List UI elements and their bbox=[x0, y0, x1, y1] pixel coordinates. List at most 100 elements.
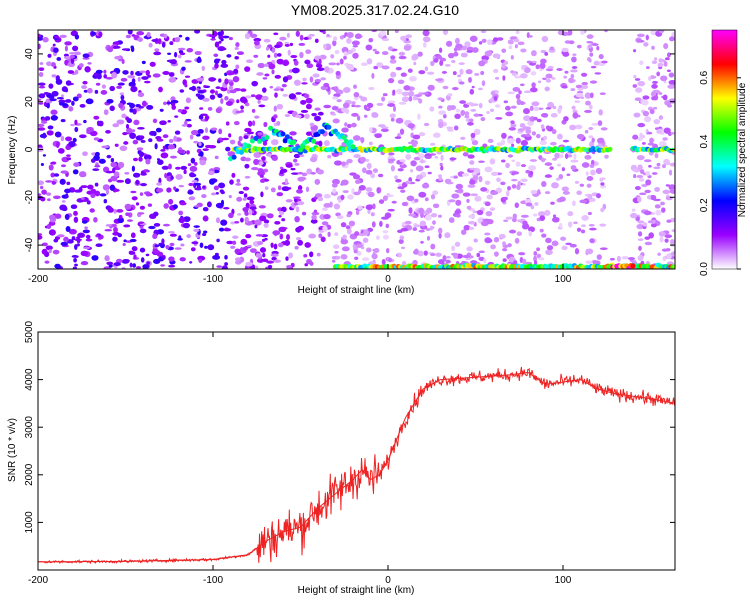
heatmap-x-tick-label: -100 bbox=[203, 274, 223, 285]
noise-speckle bbox=[244, 127, 252, 133]
noise-speckle bbox=[511, 184, 517, 189]
noise-speckle bbox=[170, 99, 179, 104]
noise-speckle bbox=[355, 209, 360, 216]
diagonal-trace-mark bbox=[326, 124, 332, 130]
noise-speckle bbox=[101, 145, 110, 149]
noise-speckle bbox=[657, 62, 664, 68]
noise-speckle bbox=[179, 89, 185, 93]
noise-speckle bbox=[199, 107, 204, 110]
noise-speckle bbox=[579, 199, 588, 204]
noise-speckle bbox=[70, 123, 75, 127]
noise-speckle bbox=[218, 78, 222, 83]
noise-speckle bbox=[538, 80, 542, 84]
noise-speckle bbox=[220, 63, 229, 68]
noise-speckle bbox=[370, 172, 376, 179]
noise-speckle bbox=[660, 201, 665, 206]
noise-speckle bbox=[83, 246, 91, 250]
noise-speckle bbox=[97, 120, 104, 127]
noise-speckle bbox=[50, 109, 58, 115]
noise-speckle bbox=[301, 211, 307, 216]
noise-speckle bbox=[353, 84, 357, 89]
noise-speckle bbox=[487, 138, 494, 143]
noise-speckle bbox=[650, 223, 657, 228]
noise-speckle bbox=[476, 252, 481, 258]
noise-speckle bbox=[387, 77, 395, 84]
noise-speckle bbox=[190, 157, 196, 164]
noise-speckle bbox=[544, 51, 549, 56]
noise-speckle bbox=[537, 107, 544, 111]
noise-speckle bbox=[295, 114, 302, 119]
noise-speckle bbox=[332, 39, 337, 47]
noise-speckle bbox=[138, 221, 144, 225]
noise-speckle bbox=[371, 72, 375, 79]
noise-speckle bbox=[221, 265, 228, 269]
noise-speckle bbox=[117, 161, 125, 169]
noise-speckle bbox=[438, 121, 444, 129]
noise-speckle bbox=[72, 266, 78, 269]
noise-speckle bbox=[282, 93, 288, 97]
noise-speckle bbox=[261, 156, 266, 161]
noise-speckle bbox=[42, 154, 47, 157]
noise-speckle bbox=[533, 106, 540, 112]
noise-speckle bbox=[445, 181, 454, 185]
noise-speckle bbox=[382, 195, 388, 202]
noise-speckle bbox=[224, 96, 229, 101]
noise-speckle bbox=[257, 241, 264, 245]
noise-speckle bbox=[369, 127, 373, 133]
noise-speckle bbox=[74, 263, 78, 267]
noise-speckle bbox=[266, 260, 274, 264]
carrier-trace-mark bbox=[607, 146, 613, 152]
noise-speckle bbox=[656, 129, 662, 134]
noise-speckle bbox=[432, 220, 436, 225]
noise-speckle bbox=[38, 180, 45, 186]
noise-speckle bbox=[142, 264, 150, 269]
noise-speckle bbox=[229, 81, 234, 87]
noise-speckle bbox=[294, 162, 300, 166]
noise-speckle bbox=[570, 73, 575, 79]
noise-speckle bbox=[253, 54, 259, 58]
heatmap-x-tick-label: 0 bbox=[385, 274, 391, 285]
noise-speckle bbox=[82, 80, 88, 85]
noise-speckle bbox=[360, 62, 368, 67]
noise-speckle bbox=[503, 219, 509, 222]
noise-speckle bbox=[466, 102, 475, 106]
noise-speckle bbox=[201, 65, 205, 72]
noise-speckle bbox=[122, 131, 128, 136]
noise-speckle bbox=[580, 72, 588, 77]
noise-speckle bbox=[544, 191, 551, 195]
noise-speckle bbox=[377, 173, 384, 178]
noise-speckle bbox=[332, 178, 340, 185]
noise-speckle bbox=[236, 178, 241, 183]
noise-speckle bbox=[403, 85, 411, 91]
noise-speckle bbox=[235, 64, 240, 70]
noise-speckle bbox=[453, 51, 459, 57]
noise-speckle bbox=[242, 197, 247, 201]
noise-speckle bbox=[571, 105, 576, 110]
noise-speckle bbox=[662, 189, 671, 195]
noise-speckle bbox=[653, 198, 661, 202]
noise-speckle bbox=[514, 202, 520, 209]
noise-speckle bbox=[489, 158, 496, 165]
noise-speckle bbox=[38, 36, 43, 41]
noise-speckle bbox=[194, 187, 202, 191]
noise-speckle bbox=[598, 109, 603, 116]
noise-speckle bbox=[107, 46, 114, 53]
noise-speckle bbox=[537, 211, 546, 217]
noise-speckle bbox=[254, 224, 258, 229]
noise-speckle bbox=[231, 172, 236, 178]
noise-speckle bbox=[647, 220, 654, 224]
noise-speckle bbox=[52, 43, 56, 47]
noise-speckle bbox=[323, 66, 330, 73]
noise-speckle bbox=[103, 199, 108, 204]
noise-speckle bbox=[554, 152, 560, 159]
noise-speckle bbox=[520, 83, 525, 87]
noise-speckle bbox=[639, 60, 644, 66]
noise-speckle bbox=[296, 189, 303, 194]
noise-speckle bbox=[257, 168, 264, 173]
noise-speckle bbox=[464, 41, 471, 48]
noise-speckle bbox=[464, 115, 470, 119]
noise-speckle bbox=[148, 138, 153, 143]
noise-speckle bbox=[80, 260, 89, 266]
noise-speckle bbox=[308, 33, 315, 37]
noise-speckle bbox=[68, 106, 74, 112]
